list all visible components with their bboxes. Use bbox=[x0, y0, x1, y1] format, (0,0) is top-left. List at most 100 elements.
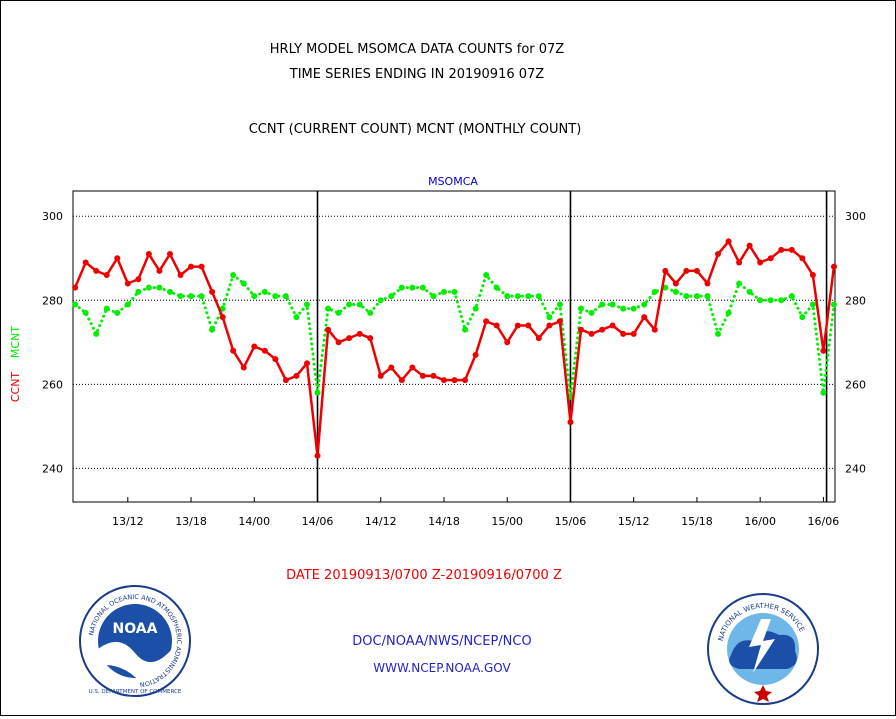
y-tick-label: 300 bbox=[845, 210, 866, 223]
data-point-mcnt bbox=[325, 305, 332, 312]
data-point-ccnt bbox=[472, 351, 479, 358]
data-point-mcnt bbox=[704, 293, 711, 300]
data-point-mcnt bbox=[314, 389, 321, 396]
data-point-ccnt bbox=[188, 263, 195, 270]
footer-website[interactable]: WWW.NCEP.NOAA.GOV bbox=[373, 661, 511, 675]
x-tick-label: 15/06 bbox=[555, 515, 587, 528]
data-point-mcnt bbox=[799, 314, 806, 321]
x-tick-label: 16/00 bbox=[744, 515, 776, 528]
x-ticks: 13/12 13/18 14/00 14/06 14/12 14/18 15/00 15/06… bbox=[112, 497, 839, 528]
data-point-mcnt bbox=[546, 314, 553, 321]
data-point-ccnt bbox=[82, 259, 89, 266]
data-point-ccnt bbox=[261, 347, 268, 354]
data-point-ccnt bbox=[272, 356, 279, 363]
data-point-mcnt bbox=[493, 284, 500, 291]
data-point-ccnt bbox=[662, 267, 669, 274]
data-point-ccnt bbox=[556, 318, 563, 325]
x-tick-label: 14/06 bbox=[302, 515, 334, 528]
data-point-mcnt bbox=[335, 309, 342, 316]
data-point-ccnt bbox=[715, 251, 722, 258]
data-point-ccnt bbox=[135, 276, 142, 283]
series-line-ccnt bbox=[73, 240, 836, 458]
data-point-ccnt bbox=[177, 272, 184, 279]
noaa-logo: NOAA NATIONAL OCEANIC AND ATMOSPHERIC AD… bbox=[79, 585, 191, 697]
data-point-mcnt bbox=[145, 284, 152, 291]
data-point-mcnt bbox=[240, 280, 247, 287]
chart-title-line1: HRLY MODEL MSOMCA DATA COUNTS for 07Z bbox=[270, 42, 565, 57]
day-boundary-group bbox=[316, 191, 828, 502]
noaa-logo-ring-bottom: U.S. DEPARTMENT OF COMMERCE bbox=[89, 689, 182, 695]
grid-group bbox=[73, 215, 835, 469]
data-point-mcnt bbox=[715, 330, 722, 337]
chart-subtitle: CCNT (CURRENT COUNT) MCNT (MONTHLY COUNT… bbox=[249, 122, 582, 137]
data-point-mcnt bbox=[588, 309, 595, 316]
data-point-ccnt bbox=[367, 335, 374, 342]
data-point-ccnt bbox=[514, 322, 521, 329]
data-point-ccnt bbox=[725, 238, 732, 245]
data-point-mcnt bbox=[303, 301, 310, 308]
data-point-ccnt bbox=[693, 267, 700, 274]
x-tick-label: 15/00 bbox=[491, 515, 523, 528]
data-point-ccnt bbox=[630, 330, 637, 337]
data-point-ccnt bbox=[114, 255, 121, 262]
data-point-ccnt bbox=[103, 272, 110, 279]
data-point-ccnt bbox=[398, 377, 405, 384]
series-group bbox=[72, 238, 837, 459]
data-point-mcnt bbox=[535, 293, 542, 300]
data-point-mcnt bbox=[388, 293, 395, 300]
data-point-mcnt bbox=[483, 272, 490, 279]
data-point-ccnt bbox=[809, 272, 816, 279]
data-point-mcnt bbox=[725, 309, 732, 316]
data-point-ccnt bbox=[567, 419, 574, 426]
data-point-ccnt bbox=[609, 322, 616, 329]
data-point-ccnt bbox=[282, 377, 289, 384]
data-point-mcnt bbox=[430, 293, 437, 300]
data-point-ccnt bbox=[325, 326, 332, 333]
data-point-mcnt bbox=[693, 293, 700, 300]
x-tick-label: 16/06 bbox=[808, 515, 840, 528]
data-point-mcnt bbox=[788, 293, 795, 300]
data-point-mcnt bbox=[219, 305, 226, 312]
data-point-ccnt bbox=[525, 322, 532, 329]
data-point-ccnt bbox=[303, 360, 310, 367]
data-point-mcnt bbox=[451, 288, 458, 295]
x-tick-label: 13/12 bbox=[112, 515, 144, 528]
data-point-mcnt bbox=[293, 314, 300, 321]
data-point-ccnt bbox=[230, 347, 237, 354]
data-point-mcnt bbox=[93, 330, 100, 337]
data-point-ccnt bbox=[240, 364, 247, 371]
data-point-mcnt bbox=[651, 288, 658, 295]
data-point-mcnt bbox=[261, 288, 268, 295]
y-axis-label-mcnt: MCNT bbox=[9, 326, 22, 358]
y-tick-label: 240 bbox=[42, 462, 63, 475]
data-point-mcnt bbox=[672, 288, 679, 295]
data-point-ccnt bbox=[314, 452, 321, 459]
data-point-mcnt bbox=[188, 293, 195, 300]
x-tick-label: 14/18 bbox=[428, 515, 460, 528]
data-point-ccnt bbox=[93, 267, 100, 274]
noaa-logo-center: NOAA bbox=[113, 621, 158, 637]
data-point-ccnt bbox=[704, 280, 711, 287]
data-point-ccnt bbox=[72, 284, 79, 291]
data-point-ccnt bbox=[820, 347, 827, 354]
footer-agency: DOC/NOAA/NWS/NCEP/NCO bbox=[352, 634, 531, 649]
data-point-mcnt bbox=[630, 305, 637, 312]
data-point-ccnt bbox=[335, 339, 342, 346]
data-point-ccnt bbox=[535, 335, 542, 342]
data-point-ccnt bbox=[124, 280, 131, 287]
data-point-mcnt bbox=[82, 309, 89, 316]
data-point-ccnt bbox=[736, 259, 743, 266]
data-point-ccnt bbox=[145, 251, 152, 258]
data-point-mcnt bbox=[472, 305, 479, 312]
data-point-ccnt bbox=[799, 255, 806, 262]
data-point-ccnt bbox=[451, 377, 458, 384]
data-point-ccnt bbox=[198, 263, 205, 270]
data-point-ccnt bbox=[672, 280, 679, 287]
data-point-mcnt bbox=[177, 293, 184, 300]
x-tick-label: 13/18 bbox=[175, 515, 207, 528]
data-point-mcnt bbox=[609, 301, 616, 308]
data-point-ccnt bbox=[493, 322, 500, 329]
data-point-ccnt bbox=[641, 314, 648, 321]
